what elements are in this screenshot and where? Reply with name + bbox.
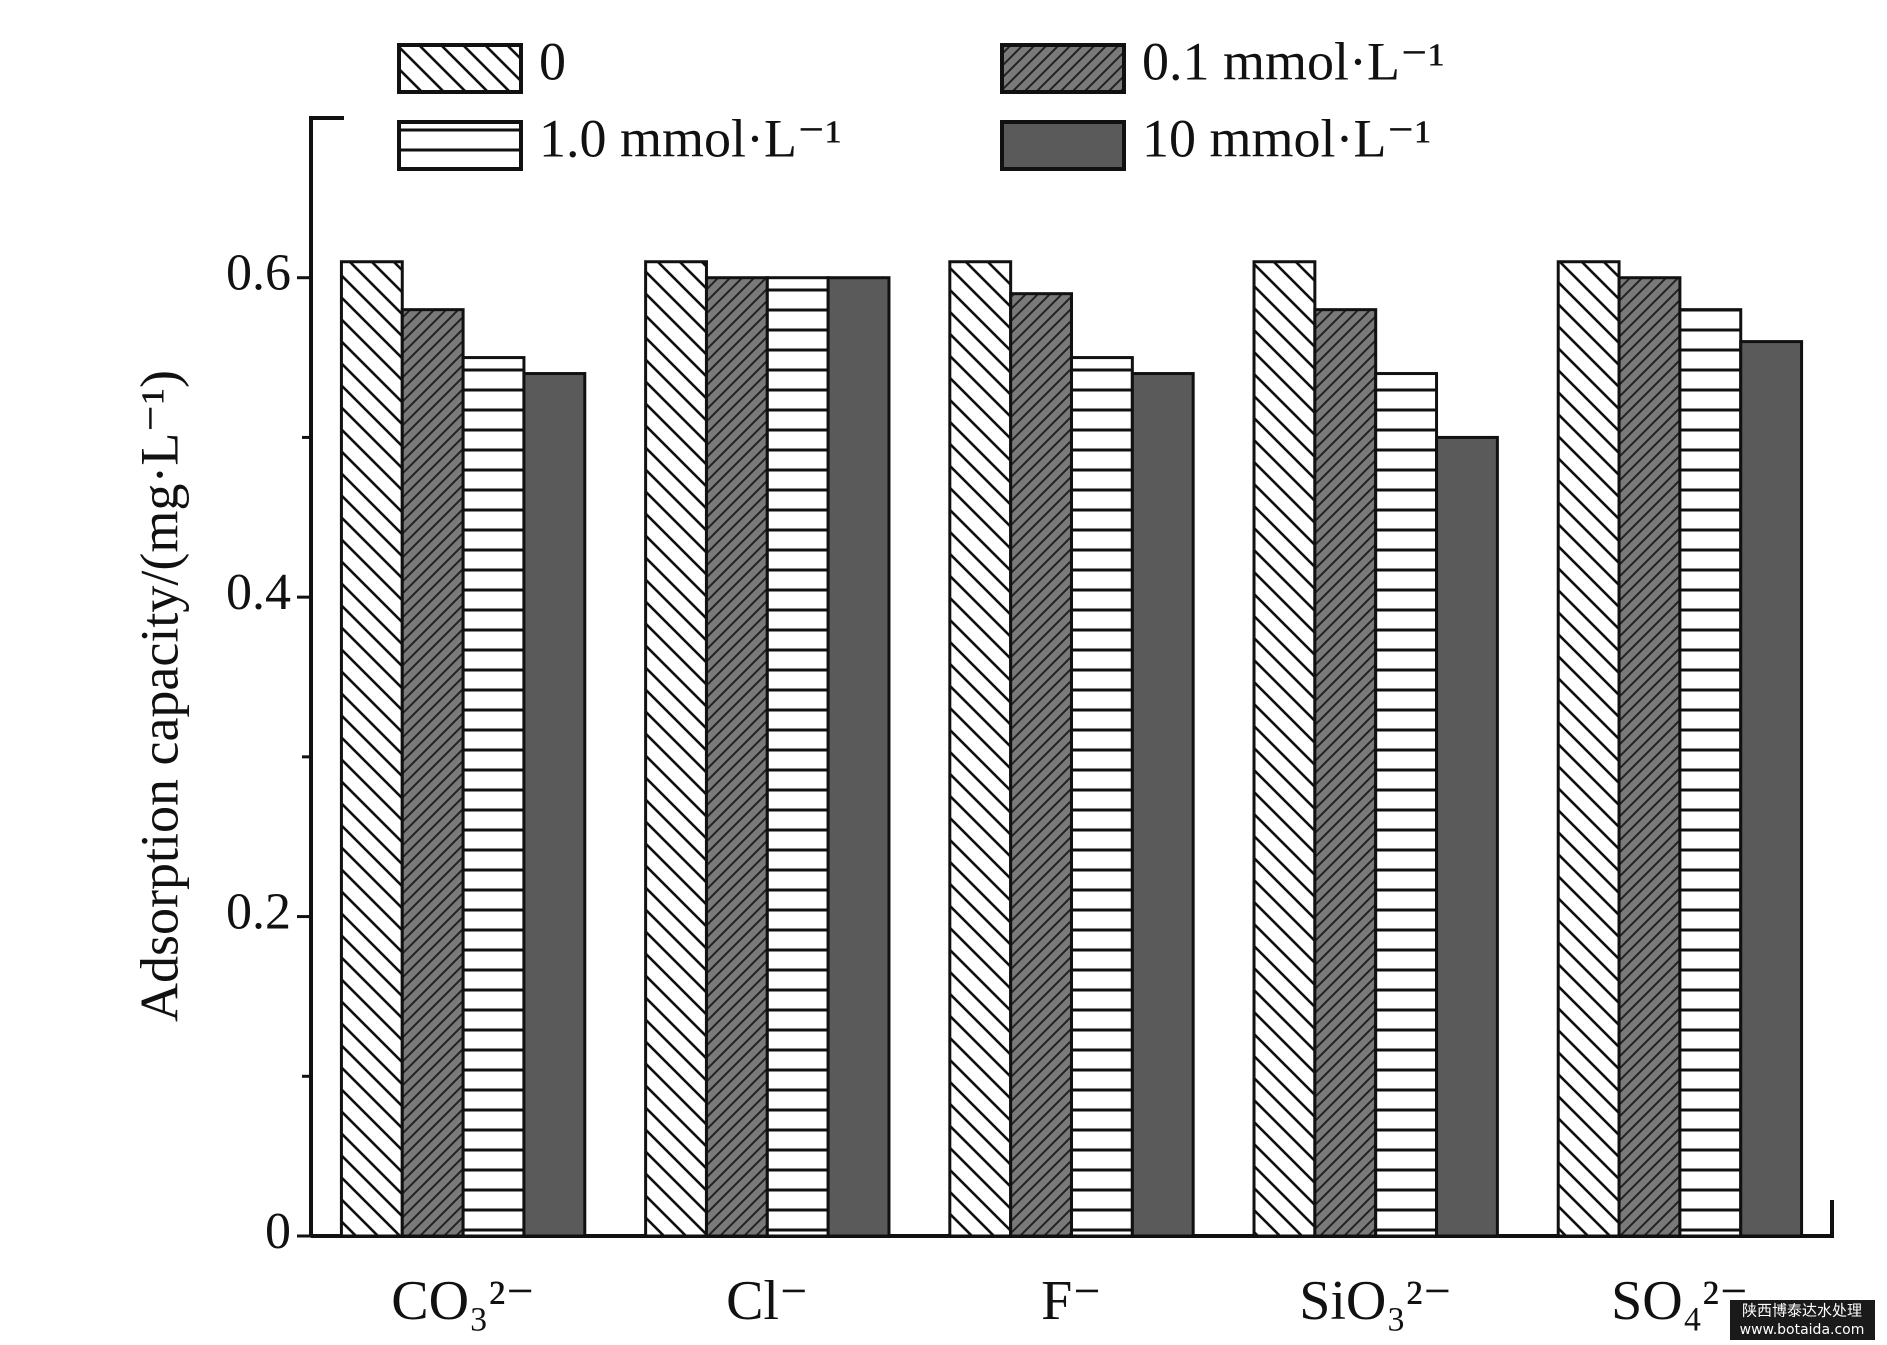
bar <box>1617 276 1682 1238</box>
y-tick-label: 0.2 <box>226 884 291 941</box>
bar <box>1009 292 1073 1238</box>
legend-swatch <box>397 43 523 94</box>
bar <box>765 276 830 1238</box>
bar <box>948 260 1013 1238</box>
bar <box>644 260 708 1238</box>
x-tick-label: SO₄²⁻ <box>1611 1270 1748 1332</box>
bar <box>461 356 526 1238</box>
legend-label: 0.1 mmol·L⁻¹ <box>1142 31 1445 91</box>
bar <box>400 308 465 1238</box>
x-tick-label: F⁻ <box>1041 1270 1102 1332</box>
bar <box>1070 356 1134 1238</box>
y-tick-label: 0 <box>265 1203 291 1260</box>
bar <box>339 260 404 1238</box>
bar <box>1556 260 1621 1238</box>
x-tick-label: SiO₃²⁻ <box>1299 1270 1452 1332</box>
watermark: 陕西博泰达水处理 www.botaida.com <box>1730 1300 1875 1340</box>
y-tick-label: 0.4 <box>226 564 291 621</box>
legend-swatch <box>397 120 523 171</box>
bar <box>1435 435 1499 1238</box>
x-tick-label: CO₃²⁻ <box>391 1270 535 1332</box>
y-tick-label: 0.6 <box>226 245 291 302</box>
watermark-text: 陕西博泰达水处理 <box>1742 1302 1862 1320</box>
bar <box>1374 372 1439 1238</box>
bar <box>704 276 769 1238</box>
x-tick-label: Cl⁻ <box>726 1270 808 1332</box>
watermark-box <box>1730 1300 1875 1340</box>
legend-label: 10 mmol·L⁻¹ <box>1142 108 1431 168</box>
bar <box>1678 308 1743 1238</box>
bar <box>826 276 891 1238</box>
bar <box>1313 308 1378 1238</box>
y-axis-label: Adsorption capacity/(mg·L⁻¹) <box>129 370 189 1022</box>
bar <box>1130 372 1195 1238</box>
bar <box>522 372 587 1238</box>
watermark-url: www.botaida.com <box>1740 1322 1865 1338</box>
legend-label: 1.0 mmol·L⁻¹ <box>539 108 842 168</box>
legend-swatch <box>1000 43 1126 94</box>
legend-label: 0 <box>539 31 566 91</box>
bar <box>1252 260 1317 1238</box>
bar <box>1739 340 1804 1238</box>
legend-swatch <box>1000 120 1126 171</box>
